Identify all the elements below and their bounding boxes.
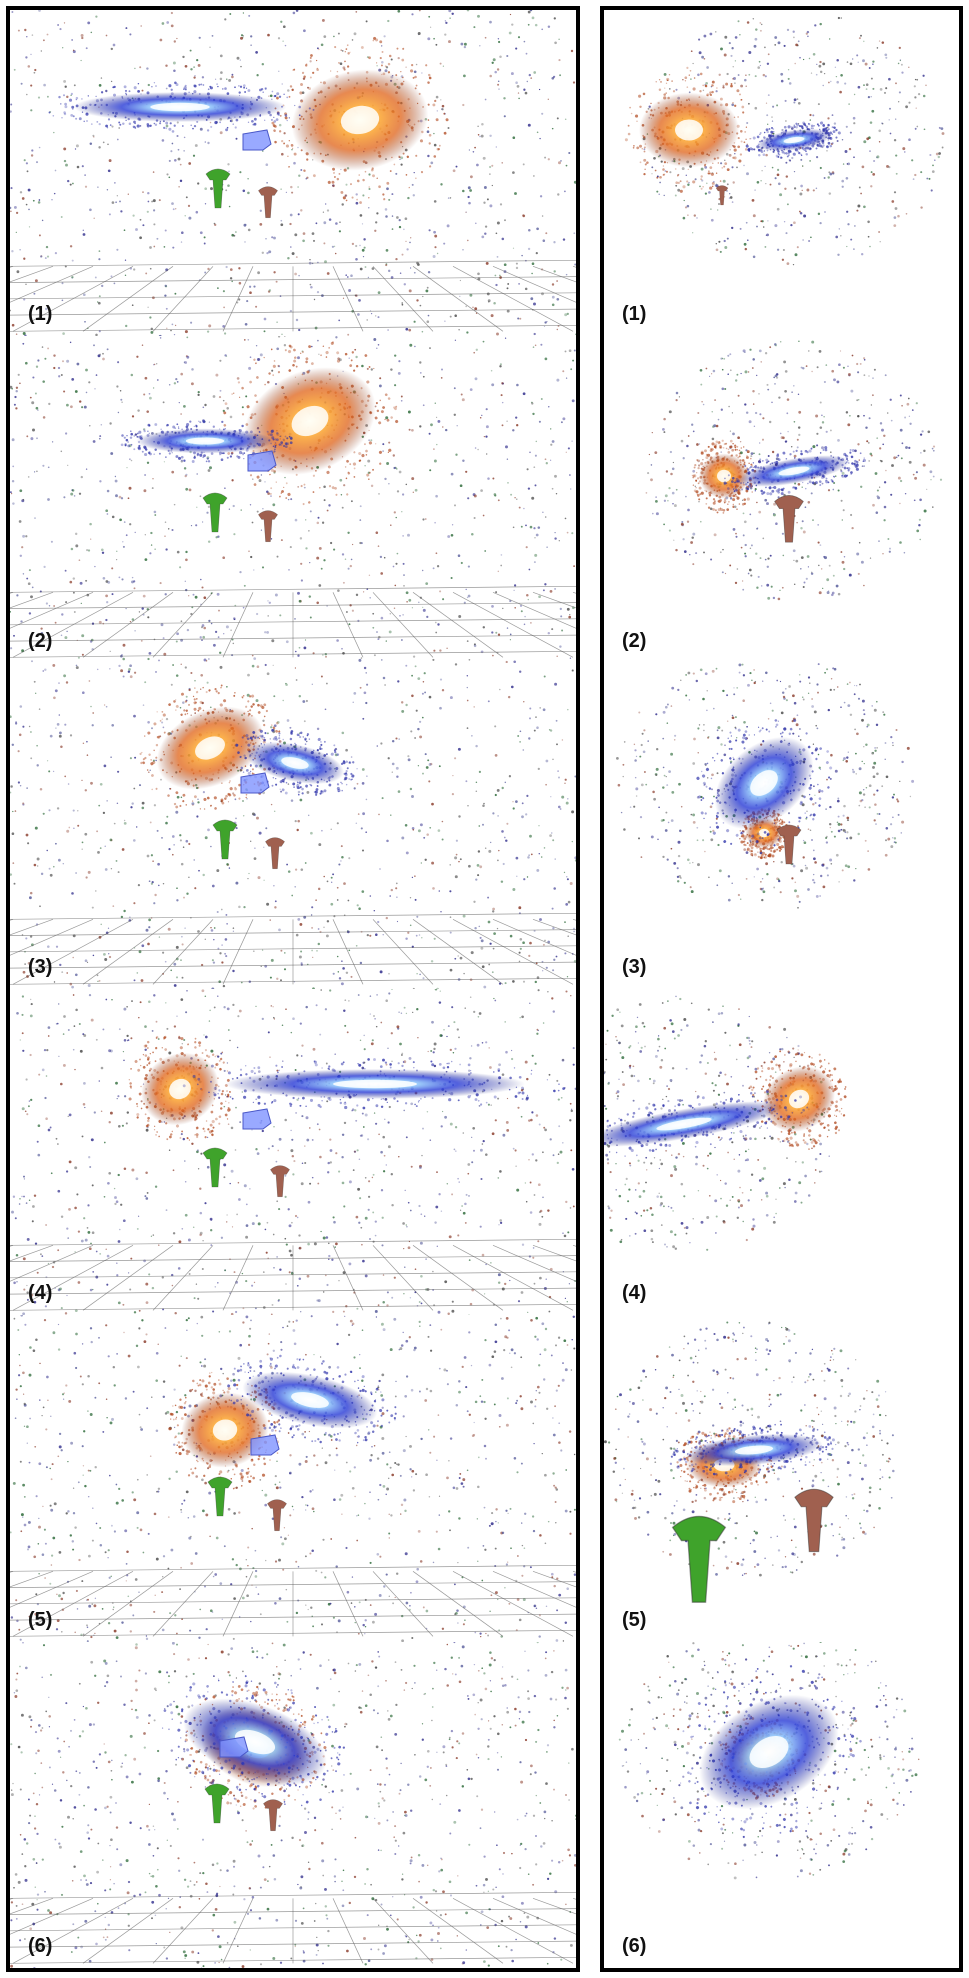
left-panel-3: (3) bbox=[10, 662, 576, 989]
panel-label: (4) bbox=[28, 1282, 53, 1305]
left-column-frame: (1) (2) (3) (4) (5) (6) bbox=[6, 6, 580, 1972]
brown-controller-icon bbox=[267, 1499, 287, 1532]
orange-galaxy bbox=[624, 66, 751, 193]
left-panel-2: (2) bbox=[10, 336, 576, 663]
floor-grid bbox=[10, 1565, 576, 1637]
panel-label: (4) bbox=[622, 1282, 647, 1305]
floor-grid bbox=[10, 586, 576, 658]
floor-grid bbox=[10, 259, 576, 332]
panel-label: (5) bbox=[622, 1608, 647, 1631]
brown-controller-icon bbox=[258, 186, 278, 219]
orange-galaxy bbox=[691, 440, 756, 515]
blue-galaxy bbox=[161, 1674, 345, 1807]
floor-grid bbox=[10, 1891, 576, 1964]
right-panel-1: (1) bbox=[604, 10, 959, 336]
headset-icon bbox=[219, 1736, 249, 1758]
brown-controller-icon bbox=[270, 1165, 290, 1198]
brown-controller-icon bbox=[776, 824, 802, 864]
right-column-frame: (1) (2) (3) (4) (5) (6) bbox=[600, 6, 963, 1972]
headset-icon bbox=[242, 129, 272, 151]
orange-galaxy bbox=[223, 341, 399, 506]
floor-grid bbox=[10, 1238, 576, 1311]
panel-label: (6) bbox=[622, 1934, 647, 1957]
brown-controller-icon bbox=[794, 1489, 834, 1553]
orange-galaxy bbox=[139, 684, 282, 810]
orange-galaxy bbox=[749, 1049, 847, 1150]
panel-label: (3) bbox=[622, 955, 647, 978]
right-panel-2: (2) bbox=[604, 336, 959, 662]
blue-galaxy bbox=[723, 446, 866, 496]
panel-label: (5) bbox=[28, 1608, 53, 1631]
panel-label: (2) bbox=[622, 629, 647, 652]
left-panel-4: (4) bbox=[10, 989, 576, 1316]
orange-galaxy bbox=[271, 36, 449, 204]
brown-controller-icon bbox=[774, 495, 804, 543]
blue-galaxy bbox=[745, 121, 841, 159]
green-controller-icon bbox=[207, 1477, 233, 1517]
right-panel-4: (4) bbox=[604, 989, 959, 1315]
left-panel-6: (6) bbox=[10, 1641, 576, 1968]
green-controller-icon bbox=[202, 1147, 228, 1188]
right-panel-5: (5) bbox=[604, 1315, 959, 1641]
green-controller-icon bbox=[212, 819, 238, 859]
brown-controller-icon bbox=[263, 1799, 283, 1831]
blue-galaxy bbox=[604, 1090, 809, 1157]
green-controller-icon bbox=[204, 1783, 230, 1823]
headset-icon bbox=[242, 1108, 272, 1130]
headset-icon bbox=[250, 1434, 280, 1456]
brown-controller-icon bbox=[258, 510, 278, 543]
panel-label: (2) bbox=[28, 629, 53, 652]
brown-controller-icon bbox=[715, 185, 729, 206]
right-panel-3: (3) bbox=[604, 662, 959, 989]
green-controller-icon bbox=[671, 1516, 727, 1604]
panel-label: (1) bbox=[28, 303, 53, 326]
left-panel-5: (5) bbox=[10, 1315, 576, 1642]
blue-galaxy bbox=[182, 1058, 565, 1110]
green-controller-icon bbox=[205, 168, 231, 209]
panel-label: (6) bbox=[28, 1934, 53, 1957]
floor-grid bbox=[10, 912, 576, 985]
blue-galaxy bbox=[679, 1664, 862, 1838]
blue-galaxy bbox=[669, 1424, 837, 1478]
blue-galaxy bbox=[120, 419, 293, 464]
left-panel-1: (1) bbox=[10, 10, 576, 337]
blue-galaxy bbox=[696, 718, 833, 847]
blue-galaxy bbox=[227, 1355, 397, 1444]
blue-galaxy bbox=[235, 728, 358, 796]
panel-label: (3) bbox=[28, 955, 53, 978]
green-controller-icon bbox=[202, 493, 228, 533]
blue-galaxy bbox=[48, 81, 315, 133]
headset-icon bbox=[240, 772, 270, 794]
brown-controller-icon bbox=[265, 837, 285, 869]
right-panel-6: (6) bbox=[604, 1641, 959, 1968]
panel-label: (1) bbox=[622, 303, 647, 326]
headset-icon bbox=[247, 450, 277, 472]
